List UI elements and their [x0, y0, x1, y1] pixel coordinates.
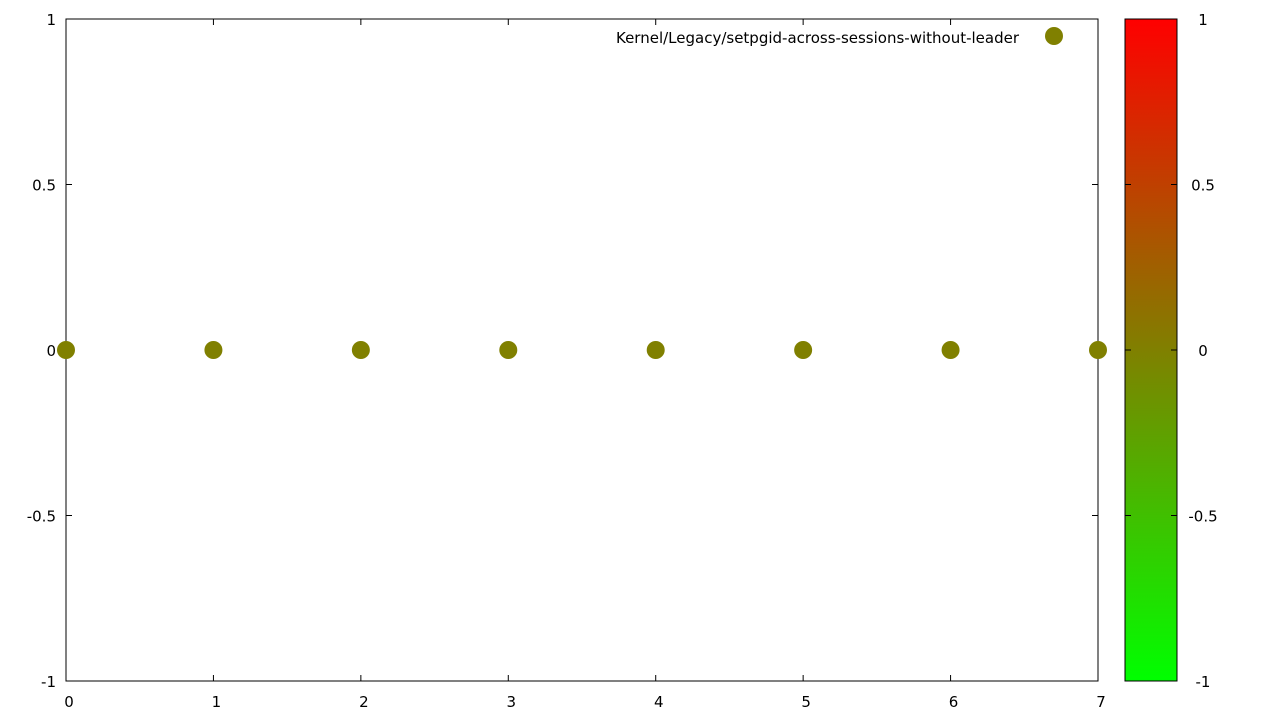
- data-point: [57, 341, 75, 359]
- colorbar-tick-label: 0.5: [1191, 177, 1215, 195]
- x-tick-label: 7: [1096, 693, 1106, 711]
- data-points: [57, 341, 1107, 359]
- data-point: [351, 341, 370, 359]
- data-point: [646, 341, 665, 359]
- data-point: [794, 341, 813, 359]
- colorbar-tick-label: 0: [1198, 342, 1208, 360]
- x-tick-label: 2: [359, 693, 369, 711]
- colorbar-tick-label: -0.5: [1188, 508, 1217, 526]
- y-tick-label: -1: [41, 673, 56, 691]
- colorbar-tick-label: -1: [1196, 673, 1211, 691]
- x-tick-label: 6: [949, 693, 959, 711]
- y-tick-label: 0.5: [32, 177, 56, 195]
- data-point: [1089, 341, 1107, 359]
- data-point: [204, 341, 223, 359]
- colorbar-tick-label: 1: [1198, 11, 1208, 29]
- colorbar: [1124, 18, 1178, 682]
- y-tick-label: 1: [46, 11, 56, 29]
- y-tick-label: 0: [46, 342, 56, 360]
- y-tick-label: -0.5: [27, 508, 56, 526]
- legend: Kernel/Legacy/setpgid-across-sessions-wi…: [616, 27, 1063, 47]
- data-point: [499, 341, 518, 359]
- x-axis: 0 1 2 3 4 5 6 7: [64, 19, 1106, 711]
- x-tick-label: 0: [64, 693, 74, 711]
- y-axis: 1 0.5 0 -0.5 -1: [27, 11, 1098, 691]
- legend-label: Kernel/Legacy/setpgid-across-sessions-wi…: [616, 29, 1020, 47]
- x-tick-label: 3: [507, 693, 517, 711]
- x-tick-label: 5: [801, 693, 811, 711]
- x-tick-label: 4: [654, 693, 664, 711]
- data-point: [941, 341, 960, 359]
- legend-marker: [1045, 27, 1063, 45]
- colorbar-axis: 1 0.5 0 -0.5 -1: [1125, 11, 1218, 691]
- x-tick-label: 1: [212, 693, 222, 711]
